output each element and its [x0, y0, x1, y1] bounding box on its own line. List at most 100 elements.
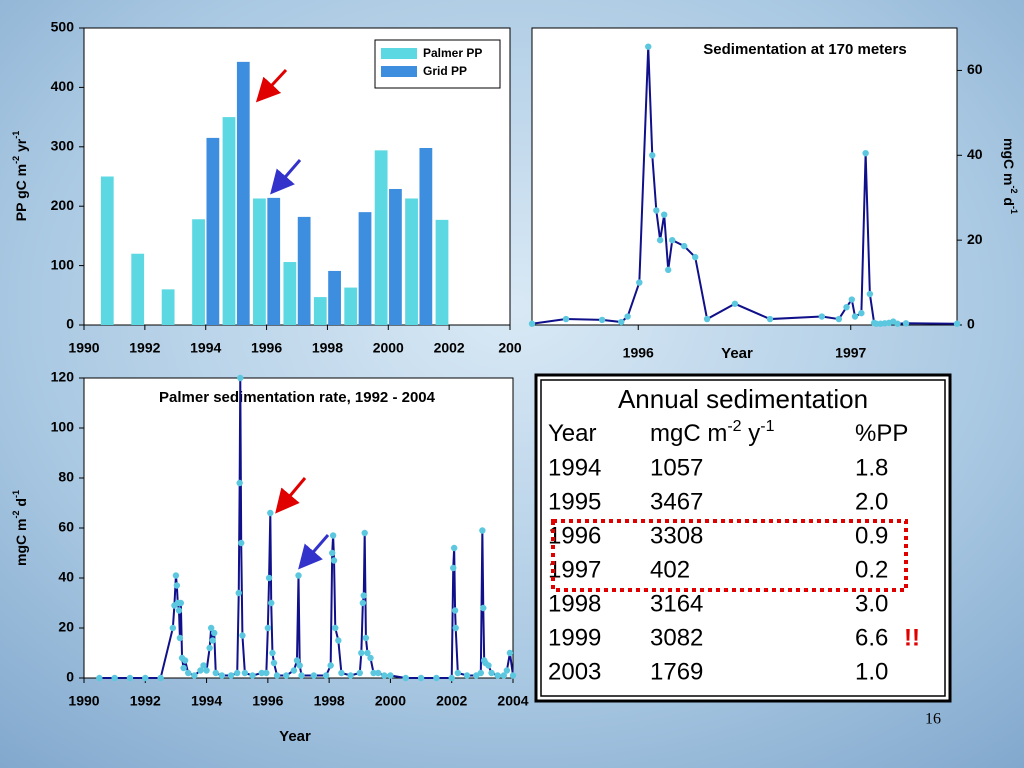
- table-cell: 3.0: [855, 590, 888, 617]
- table-header: mgC m-2 y-1: [650, 418, 775, 448]
- arrow: [255, 68, 288, 103]
- y-axis-label: PP gC m-2 yr-1: [11, 131, 28, 221]
- marker: [448, 674, 455, 682]
- marker: [479, 527, 486, 534]
- table-cell: 3308: [650, 522, 703, 549]
- label-part: -1: [11, 490, 21, 498]
- y-tick-label: 20: [967, 231, 983, 247]
- bar: [161, 289, 175, 325]
- label-part: -1: [1009, 206, 1019, 214]
- marker: [692, 253, 699, 261]
- marker: [370, 669, 377, 677]
- marker: [362, 634, 370, 642]
- marker: [451, 607, 459, 614]
- bar: [313, 297, 327, 325]
- marker: [858, 309, 865, 317]
- marker: [387, 672, 394, 679]
- table-cell: 2.0: [855, 488, 888, 515]
- marker: [381, 672, 388, 679]
- y-axis-label: mgC m-2 d-1: [1001, 138, 1018, 214]
- arrow: [298, 534, 330, 570]
- y-tick-label: 200: [51, 197, 75, 213]
- marker: [293, 657, 301, 664]
- marker: [206, 644, 213, 652]
- x-tick-label: 2000: [375, 693, 406, 709]
- marker: [207, 624, 215, 632]
- marker: [234, 669, 241, 677]
- y-tick-label: 40: [967, 146, 983, 162]
- marker: [203, 667, 210, 674]
- table-header: %PP: [855, 420, 908, 447]
- marker: [660, 211, 668, 218]
- y-tick-label: 120: [51, 369, 75, 385]
- marker: [142, 674, 149, 682]
- marker: [494, 672, 501, 679]
- y-tick-label: 0: [66, 316, 74, 332]
- y-tick-label: 60: [58, 519, 74, 535]
- bar: [222, 117, 236, 325]
- bar: [328, 270, 341, 325]
- bar: [236, 61, 250, 325]
- table-cell: 1769: [650, 658, 703, 685]
- marker: [645, 43, 652, 50]
- table-header: Year: [548, 420, 597, 447]
- marker: [835, 315, 843, 323]
- y-tick-label: 100: [51, 256, 75, 272]
- table-title: Annual sedimentation: [618, 384, 868, 414]
- bar: [419, 147, 433, 325]
- marker: [485, 662, 492, 669]
- bar: [283, 262, 297, 325]
- y-axis-label: mgC m-2 d-1: [11, 490, 28, 566]
- highlight-box: [551, 519, 908, 592]
- table-cell: 1995: [548, 488, 601, 515]
- marker: [669, 236, 676, 244]
- y-tick-label: 60: [967, 61, 983, 77]
- label-part: Year: [548, 420, 597, 447]
- bar: [297, 216, 311, 325]
- marker: [172, 572, 180, 579]
- marker: [322, 672, 330, 679]
- x-tick-label: 1992: [130, 693, 161, 709]
- marker: [270, 659, 278, 667]
- arrow: [270, 159, 302, 195]
- marker: [488, 669, 495, 677]
- table-cell: 0.2: [855, 556, 888, 583]
- table-cell: 1994: [548, 454, 601, 481]
- label-part: yr: [13, 138, 29, 156]
- table-cell: 3467: [650, 488, 703, 515]
- marker: [506, 649, 514, 657]
- x-tick-label: 1998: [314, 693, 345, 709]
- marker: [649, 152, 656, 159]
- marker: [332, 624, 339, 632]
- label-part: -2: [11, 511, 21, 519]
- label-part: %PP: [855, 420, 908, 447]
- marker: [450, 544, 458, 552]
- marker: [329, 549, 336, 557]
- bar: [344, 287, 358, 325]
- table-cell: 1999: [548, 624, 601, 651]
- marker: [866, 290, 874, 298]
- table-frame-inner: [540, 379, 946, 697]
- label-part: y: [742, 420, 761, 447]
- label-part: d: [13, 498, 29, 510]
- bar: [206, 137, 220, 325]
- bar: [389, 188, 402, 325]
- marker: [237, 539, 245, 547]
- plot-area: [531, 27, 958, 326]
- label-part: mgC m: [650, 420, 727, 447]
- marker: [656, 236, 664, 244]
- marker: [197, 667, 204, 674]
- marker: [269, 649, 276, 657]
- table-cell: 3082: [650, 624, 703, 651]
- x-tick-label: 2004: [497, 693, 528, 709]
- bar: [267, 197, 281, 325]
- table-body: Year mgC m-2 y-1 %PP 1994 1057 1.8 1995 3467 2.0…: [548, 418, 908, 686]
- marker: [818, 313, 826, 320]
- bar: [405, 198, 418, 325]
- x-tick-label: 1992: [129, 340, 160, 356]
- arrow: [275, 477, 307, 514]
- table-cell: 1.8: [855, 454, 888, 481]
- marker: [500, 672, 508, 679]
- table-cell: 1.0: [855, 658, 888, 685]
